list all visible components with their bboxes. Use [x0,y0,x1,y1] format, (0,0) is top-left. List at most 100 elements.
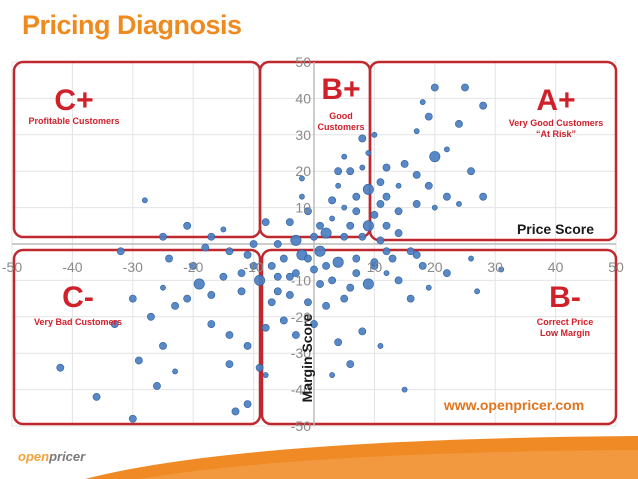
label-b-minus: Low Margin [540,328,590,338]
data-point [291,269,300,278]
quadrant-box-a-plus [368,60,618,242]
data-point [352,269,361,278]
x-tick-label: -10 [243,259,263,275]
data-point [160,284,166,291]
data-point [362,220,374,232]
data-point [299,175,305,182]
data-point [249,261,258,270]
y-tick-label: 10 [295,200,311,216]
data-point [352,207,361,216]
data-point [383,270,390,277]
data-point [394,207,403,216]
data-point [413,128,420,135]
label-a-plus: Very Good Customers [509,118,604,128]
data-point [455,119,463,128]
data-point [320,227,332,239]
data-point [412,170,421,179]
data-point [243,342,252,350]
label-b-minus: Correct Price [537,317,594,327]
data-point [285,291,294,299]
data-point [285,218,294,227]
data-point [394,229,403,237]
data-point [220,226,227,233]
data-point [382,192,391,201]
data-point [412,200,421,208]
data-point [285,272,294,281]
data-point [352,192,361,201]
data-point [153,382,161,390]
data-point [56,363,65,372]
label-c-minus: Very Bad Customers [34,317,122,327]
data-point [254,274,266,286]
data-point [424,181,433,190]
x-axis-title: Price Score [517,221,594,237]
data-point [183,294,192,303]
y-tick-label: -20 [291,309,311,325]
data-point [299,193,305,200]
data-point [128,294,137,303]
data-point [183,221,192,230]
y-tick-label: 40 [295,90,311,106]
data-point [237,287,246,296]
data-point [141,197,148,204]
grade-b-minus: B- [549,281,581,314]
data-point [370,258,379,267]
data-point [328,276,337,285]
data-point [243,400,252,409]
data-point [401,386,408,393]
data-point [189,261,198,270]
data-point [359,164,366,171]
x-tick-label: -20 [183,259,203,275]
x-tick-label: -50 [2,259,22,275]
data-point [267,298,276,307]
data-point [382,221,391,230]
data-point [498,266,505,273]
data-point [172,368,178,375]
data-point [394,276,403,285]
data-point [346,221,355,230]
data-point [310,320,318,328]
data-point [159,232,167,241]
data-point [341,153,348,160]
data-point [474,288,480,295]
data-point [412,251,421,259]
y-tick-label: -30 [291,345,311,361]
data-point [134,356,143,365]
data-point [314,245,326,257]
data-point [406,294,415,303]
label-b-plus: Customers [317,122,364,132]
data-point [262,372,269,378]
quadrant-labels: C+Profitable CustomersB+GoodCustomersA+V… [28,73,603,338]
data-point [358,327,367,336]
data-point [329,372,336,378]
website-url[interactable]: www.openpricer.com [443,397,584,413]
data-point [261,218,270,227]
data-point [255,363,264,372]
data-point [147,312,155,321]
quadrant-box-c-plus [12,60,262,239]
data-point [316,221,324,230]
data-point [395,182,402,189]
x-tick-label: 30 [487,259,503,275]
data-point [429,151,441,163]
quadrant-box-b-minus [260,248,618,426]
data-point [279,254,288,263]
data-point [456,201,462,207]
data-point [261,323,270,332]
y-tick-label: 50 [295,54,311,70]
grade-b-plus: B+ [321,73,360,106]
quadrant-box-c-minus [12,248,262,426]
y-tick-label: -10 [291,272,311,288]
data-point [406,247,415,256]
data-point [461,83,469,92]
y-tick-label: 30 [295,127,311,143]
data-point [110,320,119,328]
data-point [362,278,374,290]
data-point [329,215,336,222]
data-point [128,414,137,423]
data-point [159,342,167,350]
data-point [431,204,438,211]
data-point [201,243,210,252]
data-point [92,392,101,401]
data-point [443,146,450,153]
